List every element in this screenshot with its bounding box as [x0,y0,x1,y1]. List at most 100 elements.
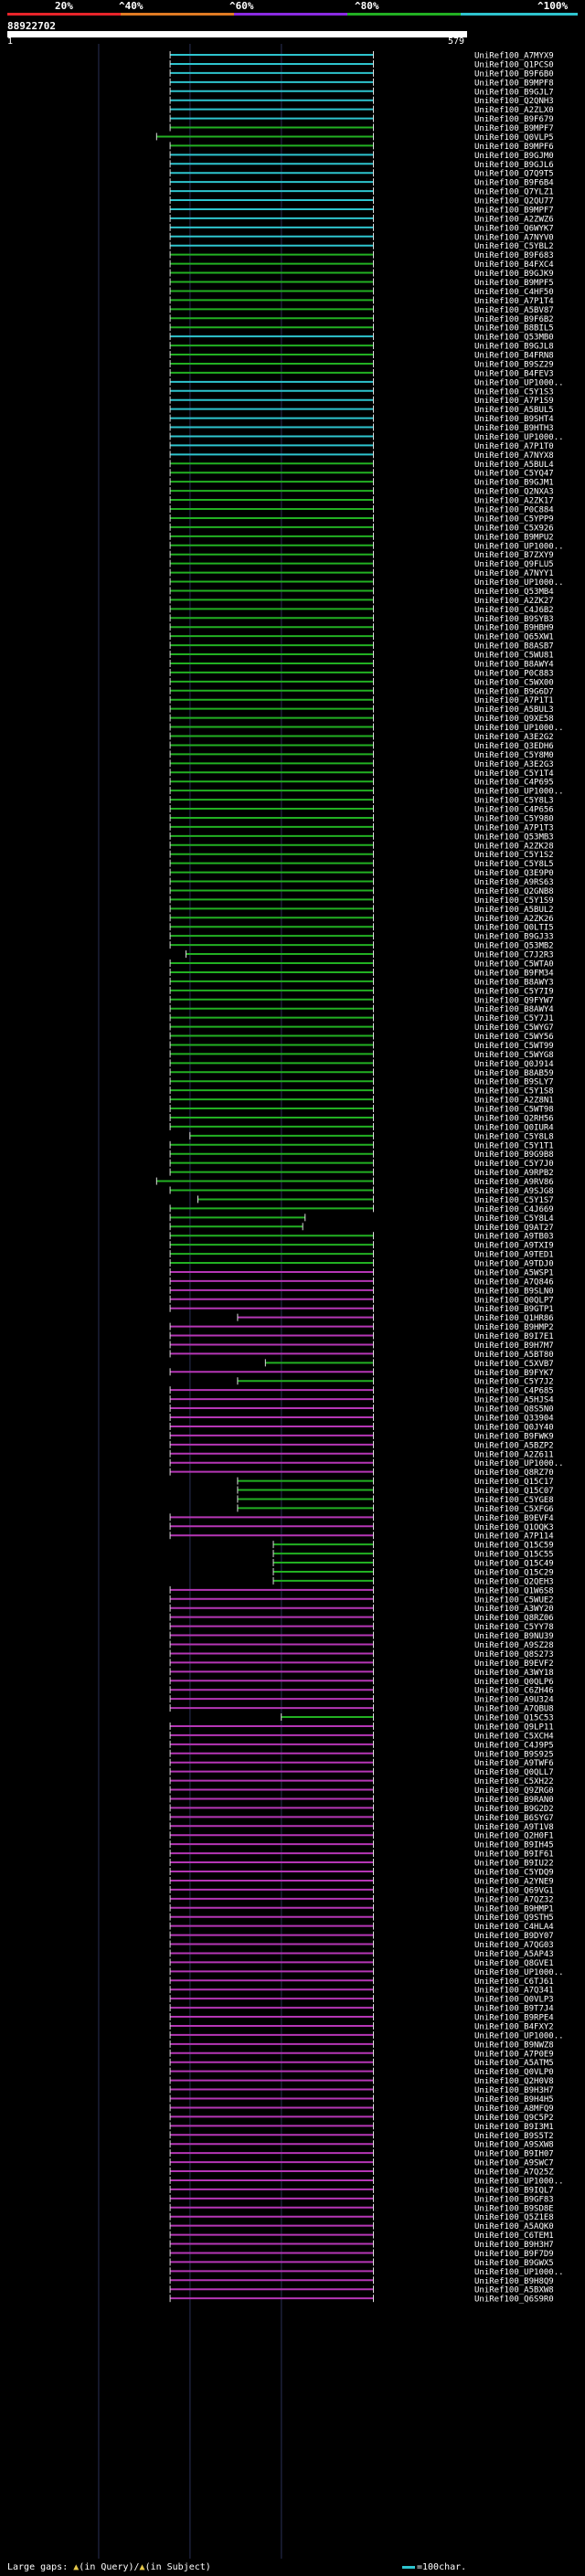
hit-label[interactable]: UniRef100_B9GJ33 [474,933,554,942]
hit-label[interactable]: UniRef100_B9SHT4 [474,415,554,424]
hit-label[interactable]: UniRef100_C5Y1S2 [474,851,554,860]
hit-label[interactable]: UniRef100_A2ZWZ6 [474,215,554,224]
hit-label[interactable]: UniRef100_B9I3M1 [474,2123,554,2132]
hit-label[interactable]: UniRef100_B9NWZ8 [474,2041,554,2050]
hit-label[interactable]: UniRef100_A7P1T4 [474,297,554,306]
hit-label[interactable]: UniRef100_B8AWY4 [474,660,554,669]
hit-label[interactable]: UniRef100_C5Y1S9 [474,896,554,906]
hit-label[interactable]: UniRef100_C5Y7J0 [474,1160,554,1169]
hit-label[interactable]: UniRef100_C4J669 [474,1205,554,1214]
hit-label[interactable]: UniRef100_Q53MB4 [474,588,554,597]
hit-label[interactable]: UniRef100_UP1000.. [474,2177,564,2186]
hit-label[interactable]: UniRef100_C5XFG6 [474,1505,554,1514]
hit-label[interactable]: UniRef100_Q9C5P2 [474,2114,554,2123]
hit-label[interactable]: UniRef100_C5Y8M0 [474,751,554,760]
hit-label[interactable]: UniRef100_UP1000.. [474,433,564,442]
hit-label[interactable]: UniRef100_C5Y1T1 [474,1141,554,1150]
hit-label[interactable]: UniRef100_A5BXW8 [474,2286,554,2295]
hit-label[interactable]: UniRef100_Q2H0F1 [474,1832,554,1841]
hit-label[interactable]: UniRef100_B9MPF7 [474,206,554,215]
hit-label[interactable]: UniRef100_Q7Q9T5 [474,170,554,179]
hit-label[interactable]: UniRef100_A2Z8N1 [474,1097,554,1106]
hit-label[interactable]: UniRef100_UP1000.. [474,1459,564,1468]
hit-label[interactable]: UniRef100_A9TED1 [474,1251,554,1260]
hit-label[interactable]: UniRef100_Q65XW1 [474,633,554,642]
hit-label[interactable]: UniRef100_Q1HR86 [474,1314,554,1323]
hit-label[interactable]: UniRef100_A9SZ28 [474,1641,554,1650]
hit-label[interactable]: UniRef100_C5Y980 [474,814,554,823]
hit-label[interactable]: UniRef100_Q0VLP5 [474,133,554,143]
hit-label[interactable]: UniRef100_C5Y7I9 [474,987,554,996]
hit-label[interactable]: UniRef100_Q0VLP3 [474,1996,554,2005]
hit-label[interactable]: UniRef100_B9EVF4 [474,1514,554,1523]
hit-label[interactable]: UniRef100_A9RV86 [474,1178,554,1187]
hit-label[interactable]: UniRef100_Q15C17 [474,1478,554,1487]
hit-label[interactable]: UniRef100_A5BUL3 [474,705,554,715]
hit-label[interactable]: UniRef100_A2ZK28 [474,842,554,851]
hit-label[interactable]: UniRef100_C5Y1S8 [474,1087,554,1097]
hit-label[interactable]: UniRef100_B9MPU2 [474,533,554,542]
hit-label[interactable]: UniRef100_B9GJK9 [474,270,554,279]
hit-label[interactable]: UniRef100_B9SZ29 [474,360,554,369]
hit-label[interactable]: UniRef100_Q8S273 [474,1650,554,1659]
hit-label[interactable]: UniRef100_B9FYK7 [474,1369,554,1378]
hit-label[interactable]: UniRef100_C5Y8L3 [474,797,554,806]
hit-label[interactable]: UniRef100_Q15C07 [474,1487,554,1496]
hit-label[interactable]: UniRef100_A2YNE9 [474,1877,554,1886]
hit-label[interactable]: UniRef100_A2ZK26 [474,915,554,924]
hit-label[interactable]: UniRef100_A2ZK27 [474,597,554,606]
hit-label[interactable]: UniRef100_B9HMP2 [474,1323,554,1332]
hit-label[interactable]: UniRef100_C5Y1S7 [474,1196,554,1205]
hit-label[interactable]: UniRef100_C5YBL2 [474,242,554,251]
hit-label[interactable]: UniRef100_Q15C53 [474,1714,554,1723]
hit-label[interactable]: UniRef100_B9HBH9 [474,624,554,633]
hit-label[interactable]: UniRef100_Q53MB2 [474,942,554,951]
hit-label[interactable]: UniRef100_B9I7E1 [474,1332,554,1341]
hit-label[interactable]: UniRef100_B9IU22 [474,1860,554,1869]
hit-label[interactable]: UniRef100_Q9STH5 [474,1913,554,1923]
hit-label[interactable]: UniRef100_C5Y8L4 [474,1214,554,1224]
hit-label[interactable]: UniRef100_C5WYG7 [474,1023,554,1033]
hit-label[interactable]: UniRef100_Q2RH56 [474,1114,554,1123]
hit-label[interactable]: UniRef100_Q9XE58 [474,715,554,724]
hit-label[interactable]: UniRef100_A3E2G2 [474,733,554,742]
hit-label[interactable]: UniRef100_B9F6B0 [474,69,554,79]
hit-label[interactable]: UniRef100_C5YQ47 [474,470,554,479]
hit-label[interactable]: UniRef100_UP1000.. [474,578,564,588]
hit-label[interactable]: UniRef100_A5BUL2 [474,906,554,915]
hit-label[interactable]: UniRef100_Q2H0V8 [474,2077,554,2086]
hit-label[interactable]: UniRef100_B9SD8E [474,2204,554,2213]
hit-label[interactable]: UniRef100_B9GWX5 [474,2259,554,2268]
hit-label[interactable]: UniRef100_Q8RZ70 [474,1468,554,1478]
hit-label[interactable]: UniRef100_B9SLN0 [474,1287,554,1296]
hit-label[interactable]: UniRef100_UP1000.. [474,542,564,551]
hit-label[interactable]: UniRef100_A5AP43 [474,1950,554,1959]
hit-label[interactable]: UniRef100_A2Z611 [474,1450,554,1459]
hit-label[interactable]: UniRef100_B9HMP1 [474,1904,554,1913]
hit-label[interactable]: UniRef100_B4FRN8 [474,352,554,361]
hit-label[interactable]: UniRef100_C5Y1S3 [474,387,554,397]
hit-label[interactable]: UniRef100_UP1000.. [474,724,564,733]
hit-label[interactable]: UniRef100_A7P1S9 [474,397,554,406]
hit-label[interactable]: UniRef100_Q33904 [474,1415,554,1424]
hit-label[interactable]: UniRef100_Q2GNB8 [474,887,554,896]
hit-label[interactable]: UniRef100_B9FWK9 [474,1432,554,1441]
hit-label[interactable]: UniRef100_Q0VLP0 [474,2068,554,2077]
hit-label[interactable]: UniRef100_A9T1V8 [474,1823,554,1832]
hit-label[interactable]: UniRef100_B9EVF2 [474,1659,554,1669]
hit-label[interactable]: UniRef100_A7NYY1 [474,569,554,578]
hit-label[interactable]: UniRef100_C4J9P5 [474,1741,554,1750]
hit-label[interactable]: UniRef100_B9MPF7 [474,124,554,133]
hit-label[interactable]: UniRef100_B8AWY4 [474,1005,554,1014]
hit-label[interactable]: UniRef100_C4P656 [474,806,554,815]
hit-label[interactable]: UniRef100_C5X926 [474,524,554,533]
hit-label[interactable]: UniRef100_C6TEM1 [474,2231,554,2241]
hit-label[interactable]: UniRef100_B9IQL7 [474,2186,554,2195]
hit-label[interactable]: UniRef100_B9FM34 [474,969,554,978]
hit-label[interactable]: UniRef100_A9RS63 [474,878,554,887]
hit-label[interactable]: UniRef100_A9TDJ0 [474,1260,554,1269]
hit-label[interactable]: UniRef100_Q9FLU5 [474,560,554,569]
hit-label[interactable]: UniRef100_B9H3H7 [474,2086,554,2095]
hit-label[interactable]: UniRef100_A5BV87 [474,306,554,315]
hit-label[interactable]: UniRef100_UP1000.. [474,2268,564,2277]
